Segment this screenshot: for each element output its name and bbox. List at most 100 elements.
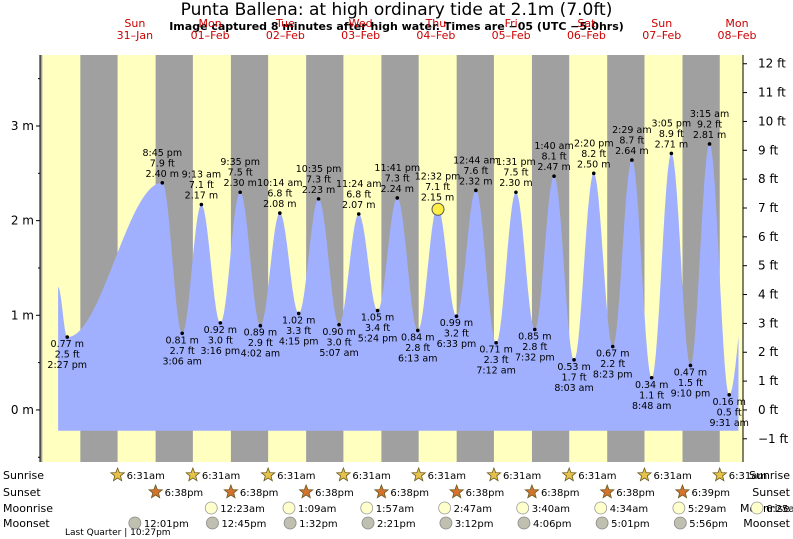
low-tide-label: 4:02 am — [241, 349, 280, 360]
day-date-label: 05–Feb — [492, 29, 531, 42]
sunrise-icon — [260, 466, 276, 482]
low-tide-label: 2.5 ft — [55, 350, 80, 361]
high-tide-label: 8:45 pm — [142, 148, 182, 159]
right-axis-tick-label: 3 ft — [758, 316, 778, 330]
sunrise-icon — [636, 466, 653, 482]
moonrise-time: 12:23am — [220, 504, 265, 515]
low-tide-label: 1.1 ft — [639, 390, 664, 401]
right-axis-tick-label: 6 ft — [758, 230, 778, 244]
low-tide-dot — [337, 322, 341, 327]
day-name-label: Sun — [124, 17, 145, 30]
high-tide-label: 7.1 ft — [189, 180, 214, 191]
low-tide-label: 9:10 pm — [671, 388, 711, 399]
sunrise-time: 6:31am — [277, 471, 315, 482]
high-tide-label: 6.8 ft — [267, 189, 292, 200]
high-tide-dot — [591, 171, 596, 176]
moonrise-time: 6:25am — [766, 504, 793, 515]
moonrise-icon — [516, 501, 530, 515]
high-tide-label: 2:20 pm — [574, 138, 614, 149]
day-labels: Sun31–JanMon01–FebTue02–FebWed03–FebThu0… — [117, 17, 757, 42]
high-tide-label: 7.5 ft — [228, 168, 253, 179]
sunset-icon — [298, 483, 314, 499]
moonrise-icon — [672, 501, 686, 515]
high-tide-label: 7.1 ft — [425, 182, 450, 193]
high-tide-dot — [278, 211, 282, 215]
day-name-label: Thu — [425, 17, 447, 30]
row-label-left: Moonset — [3, 517, 50, 530]
sunset-icon — [524, 483, 540, 499]
low-tide-label: 6:13 am — [398, 353, 437, 364]
high-tide-dot — [238, 190, 242, 195]
sunset-time: 6:38pm — [616, 488, 655, 499]
row-label-left: Moonrise — [3, 502, 53, 515]
moonrise-icon — [594, 501, 608, 515]
moonset-time: 5:01pm — [611, 519, 650, 530]
sunset-icon — [223, 483, 239, 499]
high-tide-label: 11:24 am — [336, 179, 381, 190]
low-tide-label: 1.7 ft — [562, 372, 587, 383]
now-marker — [431, 202, 445, 216]
moonrise-time: 5:29am — [688, 504, 726, 515]
high-tide-dot — [630, 158, 634, 162]
high-tide-label: 2.32 m — [459, 176, 492, 187]
high-tide-label: 3:15 am — [690, 109, 729, 120]
left-axis-tick-label: 1 m — [11, 308, 34, 322]
day-name-label: Wed — [349, 17, 373, 30]
day-name-label: Sat — [577, 17, 596, 30]
sunrise-time: 6:31am — [127, 471, 165, 482]
sunset-icon — [448, 483, 465, 499]
moonrise-time: 4:34am — [610, 504, 648, 515]
high-tide-label: 7.6 ft — [463, 166, 488, 177]
low-tide-label: 3.4 ft — [365, 323, 390, 334]
high-tide-label: 2.64 m — [615, 146, 648, 157]
sunset-icon — [674, 483, 691, 499]
sunrise-icon — [410, 466, 427, 482]
sunset-time: 6:38pm — [541, 488, 580, 499]
moonset-time: 3:12pm — [455, 519, 494, 530]
sunrise-time: 6:31am — [729, 471, 767, 482]
low-tide-dot — [572, 357, 576, 362]
low-tide-label: 0.89 m — [244, 328, 277, 339]
moonset-icon — [595, 516, 609, 530]
low-tide-label: 0.77 m — [51, 339, 84, 350]
low-tide-dot — [218, 321, 223, 325]
high-tide-dot — [199, 202, 204, 207]
sunrise-icon — [561, 466, 577, 482]
high-tide-dot — [395, 196, 400, 200]
day-date-label: 06–Feb — [567, 29, 606, 42]
day-name-label: Tue — [275, 17, 295, 30]
sunset-time: 6:38pm — [390, 488, 429, 499]
tide-area — [58, 144, 739, 431]
sunset-time: 6:38pm — [466, 488, 505, 499]
moonset-icon — [128, 516, 142, 530]
high-tide-label: 10:14 am — [257, 178, 302, 189]
low-tide-label: 3.0 ft — [327, 337, 352, 348]
high-tide-label: 10:35 pm — [296, 164, 342, 175]
right-axis-tick-label: 0 ft — [758, 403, 778, 417]
moonset-time: 5:56pm — [689, 519, 728, 530]
low-tide-label: 7:32 pm — [515, 352, 555, 363]
day-date-label: 04–Feb — [416, 29, 455, 42]
low-tide-label: 3:16 pm — [201, 346, 241, 357]
low-tide-dot — [296, 311, 301, 316]
low-tide-label: 3.3 ft — [286, 326, 311, 337]
row-label-right: Sunrise — [749, 469, 790, 482]
high-tide-label: 8.2 ft — [581, 149, 606, 160]
moonset-time: 12:45pm — [221, 519, 266, 530]
low-tide-label: 2.3 ft — [484, 355, 509, 366]
moonset-icon — [361, 516, 375, 530]
high-tide-dot — [707, 142, 712, 146]
low-tide-dot — [727, 392, 731, 397]
row-label-right: Sunset — [752, 486, 790, 499]
low-tide-label: 8:03 am — [554, 383, 593, 394]
day-date-label: 07–Feb — [642, 29, 681, 42]
tide-extremes: 0.77 m2.5 ft2:27 pm 8:45 pm7.9 ft2.40 m 0.… — [47, 109, 748, 429]
sunrise-time: 6:31am — [428, 471, 466, 482]
day-name-label: Fri — [505, 17, 518, 30]
low-tide-label: 0.92 m — [204, 325, 237, 336]
high-tide-label: 2.24 m — [381, 184, 414, 195]
right-axis-tick-label: 2 ft — [758, 345, 778, 359]
right-axis-tick-label: 11 ft — [758, 86, 786, 100]
moonrise-icon — [282, 501, 296, 515]
low-tide-dot — [415, 328, 420, 333]
